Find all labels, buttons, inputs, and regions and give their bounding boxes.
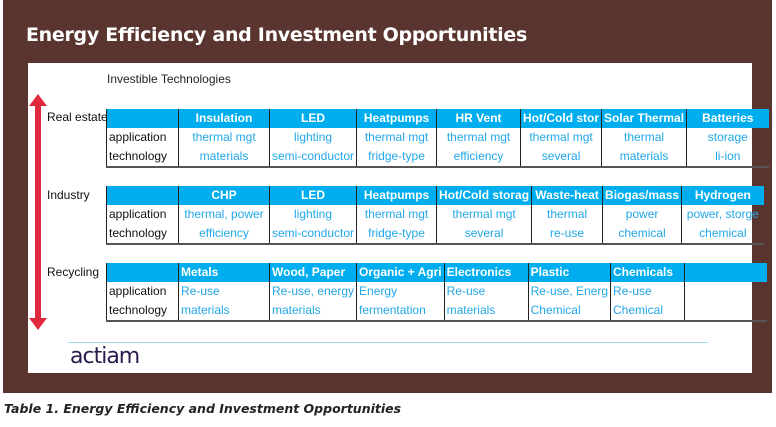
table-caption: Table 1. Energy Efficiency and Investmen… bbox=[4, 401, 402, 416]
table-row: application Re-use Re-use, energy Energy Re-… bbox=[106, 282, 767, 301]
table-cell: re-use bbox=[531, 224, 603, 244]
header-cell: Chemicals bbox=[610, 263, 685, 282]
row-label: technology bbox=[106, 147, 179, 167]
table-cell: Re-use bbox=[610, 282, 685, 301]
row-label: application bbox=[106, 128, 179, 147]
header-cell: Heatpumps bbox=[356, 109, 437, 128]
double-arrow-icon bbox=[35, 100, 41, 322]
table-cell: Chemical bbox=[527, 301, 611, 321]
header-cell: LED bbox=[268, 186, 357, 205]
table-cell: materials bbox=[601, 147, 687, 167]
header-cell: Plastic bbox=[527, 263, 611, 282]
table-row: technology materials semi-conductor fridge-… bbox=[106, 147, 769, 167]
table-cell: Energy bbox=[356, 282, 445, 301]
table-cell: thermal mgt bbox=[356, 205, 437, 224]
table-cell: power, storge bbox=[681, 205, 764, 224]
arrow-down-icon bbox=[29, 318, 47, 330]
table-header-row: Metals Wood, Paper Organic + Agri Electroni… bbox=[106, 263, 767, 282]
table-cell: efficiency bbox=[178, 224, 270, 244]
header-cell: Hot/Cold storag bbox=[436, 186, 532, 205]
header-cell bbox=[684, 263, 767, 282]
section-label-recycling: Recycling bbox=[47, 265, 100, 279]
table-row: application thermal mgt lighting thermal mg… bbox=[106, 128, 769, 147]
divider bbox=[68, 342, 708, 343]
header-cell: Batteries bbox=[686, 109, 769, 128]
table-cell: thermal mgt bbox=[520, 128, 602, 147]
table-cell: semi-conductor bbox=[268, 224, 357, 244]
subtitle: Investible Technologies bbox=[107, 72, 231, 86]
table-cell: thermal mgt bbox=[356, 128, 437, 147]
table-cell: thermal mgt bbox=[436, 128, 521, 147]
tech-table-2: Metals Wood, Paper Organic + Agri Electroni… bbox=[106, 263, 767, 322]
header-cell: Metals bbox=[178, 263, 270, 282]
tech-table-1: CHP LED Heatpumps Hot/Cold storag Waste-heat… bbox=[106, 186, 764, 245]
header-cell bbox=[106, 109, 179, 128]
tech-table-0: Insulation LED Heatpumps HR Vent Hot/Cold st… bbox=[106, 109, 769, 168]
header-cell: Biogas/mass bbox=[602, 186, 682, 205]
table-cell: lighting bbox=[268, 128, 357, 147]
header-cell: Organic + Agri bbox=[356, 263, 445, 282]
header-cell: Wood, Paper bbox=[268, 263, 357, 282]
table-cell bbox=[684, 301, 767, 321]
table-header-row: CHP LED Heatpumps Hot/Cold storag Waste-heat… bbox=[106, 186, 764, 205]
actiam-logo: actiam bbox=[70, 344, 140, 369]
table-header-row: Insulation LED Heatpumps HR Vent Hot/Cold st… bbox=[106, 109, 769, 128]
table-cell: several bbox=[520, 147, 602, 167]
table-cell: storage bbox=[686, 128, 769, 147]
table-cell: Re-use, energy bbox=[268, 282, 357, 301]
header-cell: Hydrogen bbox=[681, 186, 764, 205]
table-cell: chemical bbox=[681, 224, 764, 244]
table-cell: thermal bbox=[601, 128, 687, 147]
table-cell: materials bbox=[268, 301, 357, 321]
row-label: technology bbox=[106, 301, 179, 321]
table-cell: thermal mgt bbox=[436, 205, 532, 224]
table-row: application thermal, power lighting thermal… bbox=[106, 205, 764, 224]
table-cell: Chemical bbox=[610, 301, 685, 321]
table-cell: Re-use, Energ bbox=[527, 282, 611, 301]
table-cell: Re-use bbox=[178, 282, 270, 301]
table-cell: thermal mgt bbox=[178, 128, 270, 147]
row-label: application bbox=[106, 282, 179, 301]
table-cell: efficiency bbox=[436, 147, 521, 167]
header-cell: Hot/Cold stor bbox=[520, 109, 602, 128]
header-cell: LED bbox=[268, 109, 357, 128]
table-cell: power bbox=[602, 205, 682, 224]
header-cell bbox=[106, 186, 179, 205]
table-row: technology materials materials fermentation… bbox=[106, 301, 767, 321]
table-cell: thermal, power bbox=[178, 205, 270, 224]
section-label-industry: Industry bbox=[47, 188, 90, 202]
section-label-real-estate: Real estate bbox=[47, 110, 108, 124]
slide-title: Energy Efficiency and Investment Opportu… bbox=[26, 24, 527, 46]
table-cell: li-ion bbox=[686, 147, 769, 167]
table-row: technology efficiency semi-conductor fridge… bbox=[106, 224, 764, 244]
header-cell: Heatpumps bbox=[356, 186, 437, 205]
table-cell: materials bbox=[178, 147, 270, 167]
table-cell bbox=[684, 282, 767, 301]
table-cell: fermentation bbox=[356, 301, 445, 321]
header-cell: Waste-heat bbox=[531, 186, 603, 205]
header-cell: Solar Thermal bbox=[601, 109, 687, 128]
header-cell: Electronics bbox=[443, 263, 529, 282]
table-cell: thermal bbox=[531, 205, 603, 224]
row-label: application bbox=[106, 205, 179, 224]
table-cell: fridge-type bbox=[356, 147, 437, 167]
table-cell: chemical bbox=[602, 224, 682, 244]
header-cell: CHP bbox=[178, 186, 270, 205]
table-cell: materials bbox=[443, 301, 529, 321]
table-cell: several bbox=[436, 224, 532, 244]
table-cell: semi-conductor bbox=[268, 147, 357, 167]
row-label: technology bbox=[106, 224, 179, 244]
table-cell: lighting bbox=[268, 205, 357, 224]
header-cell: Insulation bbox=[178, 109, 270, 128]
header-cell bbox=[106, 263, 179, 282]
table-cell: materials bbox=[178, 301, 270, 321]
table-cell: fridge-type bbox=[356, 224, 437, 244]
table-cell: Re-use bbox=[443, 282, 529, 301]
header-cell: HR Vent bbox=[436, 109, 521, 128]
